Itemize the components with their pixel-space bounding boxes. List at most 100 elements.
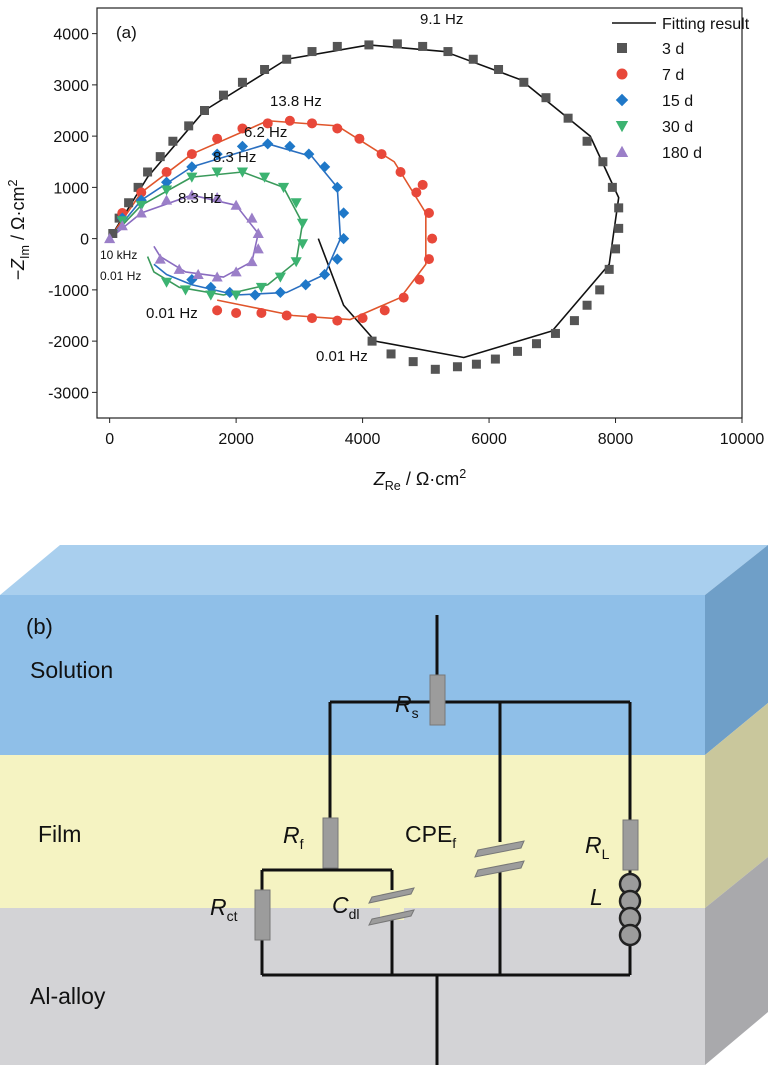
marker <box>218 90 228 100</box>
y-tick-label: -2000 <box>48 334 89 351</box>
layer-label: Film <box>38 821 81 847</box>
marker <box>607 182 617 192</box>
label-sub: Re <box>385 479 401 493</box>
y-tick-label: -1000 <box>48 283 89 300</box>
annotation: 9.1 Hz <box>420 11 463 28</box>
marker <box>471 359 481 369</box>
component-label: L <box>590 884 603 910</box>
marker <box>116 220 128 231</box>
marker <box>282 54 292 64</box>
marker <box>186 149 197 160</box>
marker <box>290 198 302 209</box>
marker <box>430 364 440 374</box>
marker <box>161 167 172 177</box>
layer-label: Solution <box>30 657 113 683</box>
marker <box>376 149 387 160</box>
marker <box>307 118 317 129</box>
marker <box>395 167 406 177</box>
marker <box>160 277 173 288</box>
y-tick-label: 4000 <box>53 27 89 44</box>
marker <box>338 207 350 219</box>
marker <box>108 229 118 238</box>
annotation: 0.01 Hz <box>146 305 198 322</box>
marker <box>255 282 267 293</box>
marker <box>186 161 198 173</box>
marker <box>418 41 428 51</box>
axis-label: ZRe / Ω·cm2 <box>373 467 467 493</box>
marker <box>357 313 368 324</box>
marker <box>423 254 434 265</box>
marker <box>212 133 223 144</box>
marker <box>604 264 614 274</box>
label-sup: 2 <box>459 467 466 481</box>
alloy-layer <box>0 908 705 1065</box>
solution-layer <box>0 595 705 755</box>
marker <box>136 187 147 198</box>
marker <box>303 148 315 160</box>
marker <box>332 41 342 51</box>
marker <box>519 77 529 87</box>
marker <box>211 271 223 282</box>
component-symbol: R <box>210 894 227 920</box>
marker <box>398 292 409 303</box>
marker <box>236 140 249 152</box>
x-tick-label: 8000 <box>598 431 634 448</box>
top-face <box>0 545 768 595</box>
component-subscript: f <box>452 835 456 851</box>
annotation: 8.3 Hz <box>178 190 221 207</box>
marker <box>160 176 173 188</box>
marker <box>364 40 374 50</box>
marker <box>411 187 422 198</box>
marker <box>615 93 629 107</box>
marker <box>230 266 242 277</box>
marker <box>617 43 627 53</box>
resistor <box>622 819 639 871</box>
y-tick-label: 3000 <box>53 78 89 95</box>
legend-label: 180 d <box>662 145 702 162</box>
x-tick-label: 10000 <box>720 431 765 448</box>
marker <box>531 339 541 349</box>
legend-label: 30 d <box>662 119 693 136</box>
capacitor-plate <box>368 887 415 904</box>
marker <box>614 203 624 213</box>
marker <box>154 253 166 264</box>
panel-label: (a) <box>116 23 137 42</box>
marker <box>277 182 290 193</box>
marker <box>582 136 592 146</box>
marker <box>205 281 217 293</box>
marker <box>300 279 312 291</box>
capacitor-plate <box>368 909 415 926</box>
resistor <box>429 674 446 726</box>
marker <box>611 244 621 254</box>
component-symbol: C <box>332 892 349 918</box>
label-main: Z <box>373 469 386 489</box>
marker <box>332 123 343 134</box>
legend-label: 3 d <box>662 41 684 58</box>
marker <box>173 263 185 274</box>
label-unit: / Ω·cm <box>8 187 28 245</box>
marker <box>307 47 317 57</box>
marker <box>186 189 198 200</box>
marker <box>319 161 331 173</box>
marker <box>569 316 579 326</box>
marker <box>168 136 178 146</box>
marker <box>307 313 317 324</box>
marker <box>256 307 267 318</box>
legend-label: Fitting result <box>662 16 750 33</box>
marker <box>284 140 296 152</box>
marker <box>490 354 500 364</box>
label-main: −Z <box>8 258 28 281</box>
inductor-coil <box>618 923 642 947</box>
marker <box>427 233 438 244</box>
plot-frame <box>96 7 743 419</box>
component-subscript: dl <box>349 906 360 922</box>
marker <box>258 172 271 183</box>
film-layer <box>0 755 705 908</box>
film-side <box>705 703 768 908</box>
marker <box>135 194 147 206</box>
marker <box>186 172 198 183</box>
marker <box>338 233 350 245</box>
marker <box>615 121 629 133</box>
resistor <box>322 817 339 869</box>
marker <box>354 133 365 144</box>
